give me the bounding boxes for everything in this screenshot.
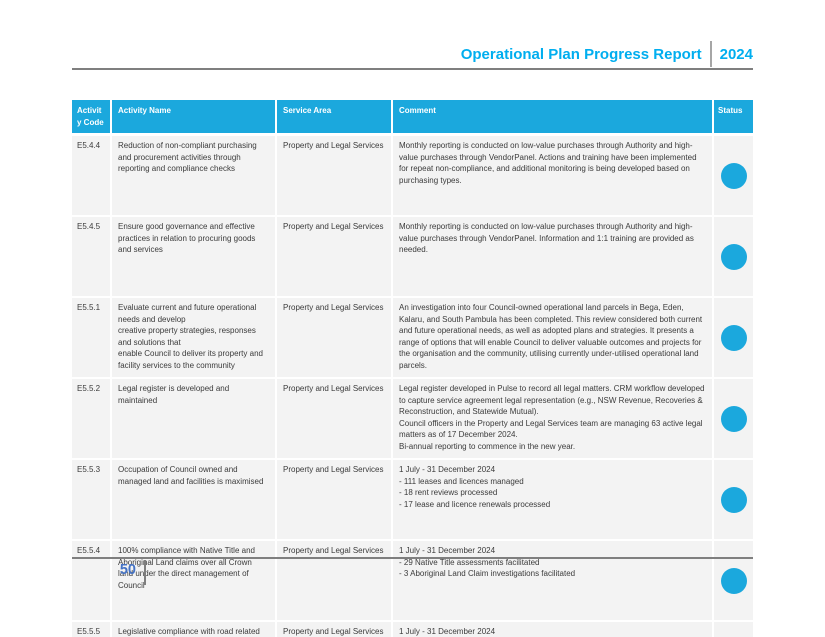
table-row: E5.5.1 Evaluate current and future opera… [72,298,753,377]
activity-code-cell: E5.5.5 [72,622,112,637]
service-area-cell: Property and Legal Services [277,136,393,215]
activity-code-cell: E5.5.1 [72,298,112,377]
activity-name-cell: Legislative compliance with road related… [112,622,277,637]
activity-name-cell: Evaluate current and future operational … [112,298,277,377]
table-row: E5.4.4 Reduction of non-compliant purcha… [72,136,753,215]
title-divider [709,41,712,67]
comment-cell: Monthly reporting is conducted on low-va… [393,217,714,296]
comment-cell: 1 July - 31 December 2024 - 29 Native Ti… [393,541,714,620]
progress-table: Activity Code Activity Name Service Area… [72,100,753,637]
activity-name-cell: Legal register is developed and maintain… [112,379,277,458]
status-cell [714,298,753,377]
table-row: E5.5.5 Legislative compliance with road … [72,622,753,637]
comment-cell: 1 July - 31 December 2024 - 5 existing p… [393,622,714,637]
header-rule [72,68,753,70]
footer-rule [72,557,753,559]
service-area-cell: Property and Legal Services [277,379,393,458]
table-header-row: Activity Code Activity Name Service Area… [72,100,753,133]
status-cell [714,460,753,539]
column-header-comment: Comment [393,100,714,133]
status-cell [714,136,753,215]
service-area-cell: Property and Legal Services [277,541,393,620]
status-cell [714,379,753,458]
activity-code-cell: E5.5.3 [72,460,112,539]
activity-code-cell: E5.5.2 [72,379,112,458]
column-header-activity-code: Activity Code [72,100,112,133]
status-indicator [720,325,747,351]
activity-name-cell: Occupation of Council owned and managed … [112,460,277,539]
service-area-cell: Property and Legal Services [277,460,393,539]
status-indicator [720,487,747,513]
activity-code-cell: E5.4.5 [72,217,112,296]
status-cell [714,217,753,296]
status-indicator [720,244,747,270]
report-year: 2024 [719,45,753,63]
table-row: E5.4.5 Ensure good governance and effect… [72,217,753,296]
table-row: E5.5.4 100% compliance with Native Title… [72,541,753,620]
table-row: E5.5.3 Occupation of Council owned and m… [72,460,753,539]
status-indicator [720,406,747,432]
service-area-cell: Property and Legal Services [277,298,393,377]
activity-code-cell: E5.5.4 [72,541,112,620]
page-header: Operational Plan Progress Report 2024 [72,41,753,67]
status-cell [714,622,753,637]
status-indicator [720,163,747,189]
activity-name-cell: Ensure good governance and effective pra… [112,217,277,296]
comment-cell: 1 July - 31 December 2024 - 111 leases a… [393,460,714,539]
comment-cell: Legal register developed in Pulse to rec… [393,379,714,458]
footer-divider-bar [144,560,146,585]
status-cell [714,541,753,620]
activity-name-cell: Reduction of non-compliant purchasing an… [112,136,277,215]
service-area-cell: Property and Legal Services [277,217,393,296]
table-body: E5.4.4 Reduction of non-compliant purcha… [72,136,753,637]
column-header-service-area: Service Area [277,100,393,133]
table-row: E5.5.2 Legal register is developed and m… [72,379,753,458]
status-indicator [720,568,747,594]
activity-name-cell: 100% compliance with Native Title and Ab… [112,541,277,620]
page-number: 50 [119,562,136,578]
page-title: Operational Plan Progress Report [460,45,702,63]
service-area-cell: Property and Legal Services [277,622,393,637]
column-header-activity-name: Activity Name [112,100,277,133]
comment-cell: An investigation into four Council-owned… [393,298,714,377]
activity-code-cell: E5.4.4 [72,136,112,215]
column-header-status: Status [718,106,743,115]
comment-cell: Monthly reporting is conducted on low-va… [393,136,714,215]
